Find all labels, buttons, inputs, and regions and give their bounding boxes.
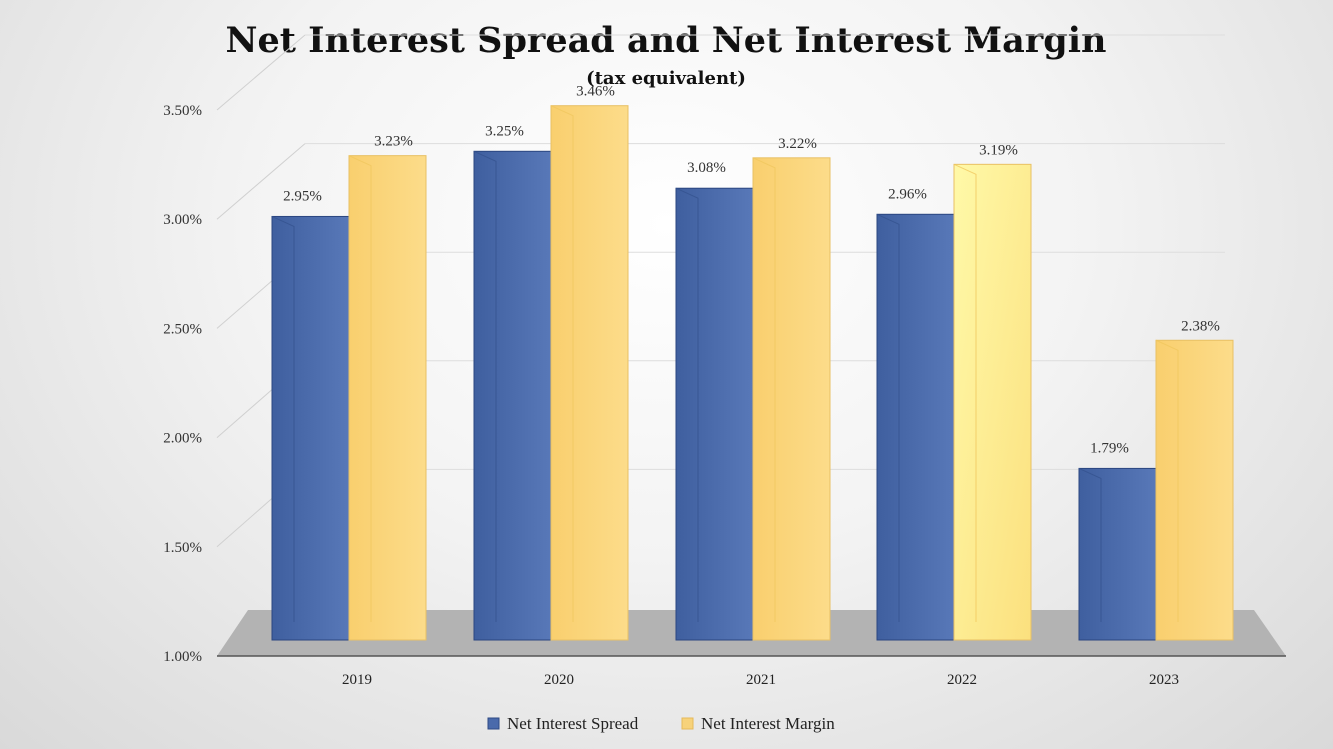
bar-net-interest-margin [953, 163, 1032, 641]
gridline-diagonal [216, 143, 306, 220]
data-label: 3.23% [374, 134, 413, 150]
legend-label-spread: Net Interest Spread [507, 714, 639, 733]
data-label: 3.46% [576, 84, 615, 100]
x-tick-label: 2023 [1149, 672, 1179, 688]
data-label: 3.25% [485, 123, 524, 139]
data-label: 3.08% [687, 160, 726, 176]
y-tick-label: 2.50% [163, 321, 202, 337]
bar-edge [348, 155, 372, 622]
bar-edge [550, 105, 574, 622]
chart-subtitle: (tax equivalent) [586, 68, 746, 89]
bar-net-interest-margin [348, 155, 427, 641]
bar-net-interest-margin [1155, 339, 1234, 641]
y-tick-label: 2.00% [163, 431, 202, 447]
bar-edge [953, 163, 977, 622]
bar-net-interest-margin [752, 157, 831, 641]
x-tick-label: 2022 [947, 672, 977, 688]
legend: Net Interest Spread Net Interest Margin [487, 714, 835, 733]
chart-title: Net Interest Spread and Net Interest Mar… [226, 20, 1107, 61]
bar-edge [675, 187, 699, 622]
data-label: 2.96% [888, 186, 927, 202]
y-tick-label: 1.00% [163, 649, 202, 665]
x-axis: 2019 2020 2021 2022 2023 [342, 672, 1179, 688]
bar-net-interest-spread [675, 187, 754, 641]
x-tick-label: 2019 [342, 672, 372, 688]
bar-edge [876, 213, 900, 622]
y-tick-label: 3.50% [163, 103, 202, 119]
y-tick-label: 1.50% [163, 540, 202, 556]
data-label: 3.19% [979, 142, 1018, 158]
bar-edge [473, 150, 497, 622]
legend-label-margin: Net Interest Margin [701, 714, 835, 733]
bar-net-interest-spread [1078, 467, 1157, 641]
data-label: 3.22% [778, 136, 817, 152]
y-axis: 1.00% 1.50% 2.00% 2.50% 3.00% 3.50% [163, 103, 202, 665]
data-label: 2.95% [283, 188, 322, 204]
data-label: 1.79% [1090, 440, 1129, 456]
x-tick-label: 2020 [544, 672, 574, 688]
bar-net-interest-spread [876, 213, 955, 641]
data-label: 2.38% [1181, 318, 1220, 334]
bars [271, 105, 1234, 641]
y-tick-label: 3.00% [163, 212, 202, 228]
x-tick-label: 2021 [746, 672, 776, 688]
legend-swatch-margin [681, 717, 694, 730]
bar-net-interest-spread [271, 215, 350, 641]
legend-swatch-spread [487, 717, 500, 730]
bar-edge [271, 216, 295, 622]
bar-edge [1155, 339, 1179, 622]
bar-edge [1078, 467, 1102, 622]
bar-net-interest-margin [550, 105, 629, 641]
data-labels: 2.95% 3.23% 3.25% 3.46% 3.08% 3.22% 2.96% 3.19%… [283, 84, 1220, 457]
bar-edge [752, 157, 776, 622]
bar-net-interest-spread [473, 150, 552, 641]
gridline-diagonal [216, 34, 306, 111]
